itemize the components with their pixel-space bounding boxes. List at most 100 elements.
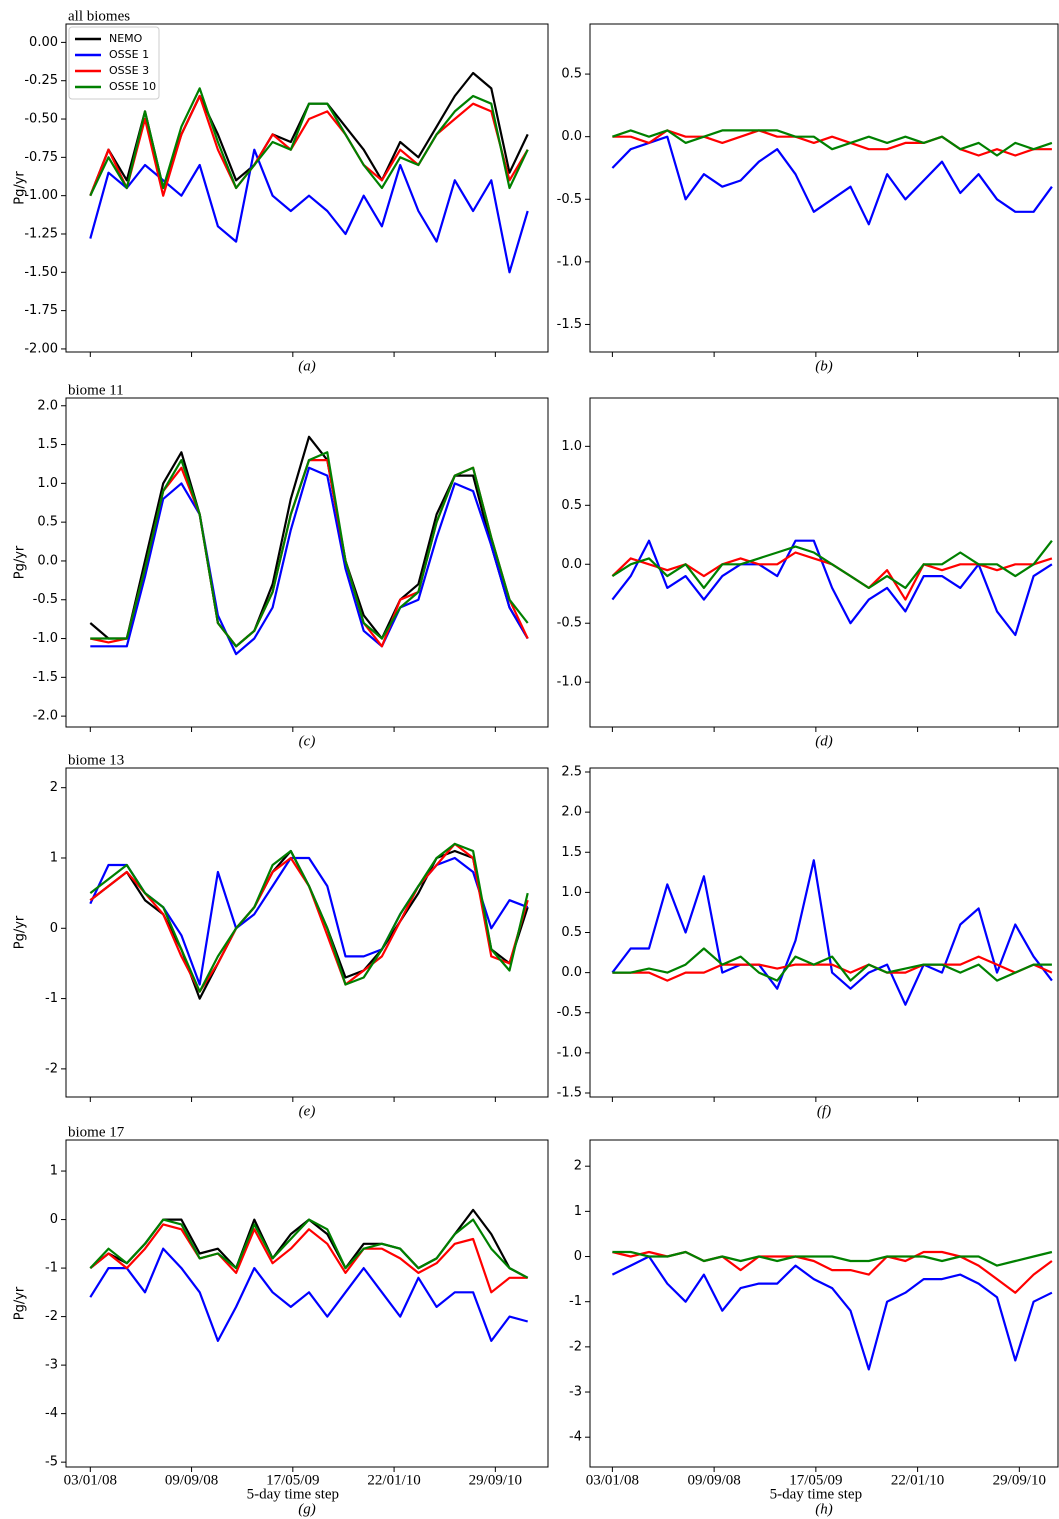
- plot-area: [611, 1250, 1053, 1371]
- y-tick-label: -1: [45, 991, 58, 1006]
- y-tick-label: -0.5: [557, 192, 582, 207]
- x-axis-label: 5-day time step: [770, 1486, 862, 1502]
- y-tick-label: -0.25: [24, 73, 58, 88]
- y-tick-label: -2.0: [33, 709, 58, 724]
- y-tick-label: -1: [45, 1261, 58, 1276]
- y-tick-label: 1.5: [561, 845, 582, 860]
- y-tick-label: -1.00: [24, 188, 58, 203]
- series-line: [611, 135, 1053, 226]
- legend-label: OSSE 1: [109, 48, 149, 61]
- y-tick-label: 2.5: [561, 765, 582, 780]
- panel-caption: (h): [815, 1501, 833, 1517]
- y-axis-label: Pg/yr: [13, 545, 28, 579]
- y-tick-label: 0.0: [561, 557, 582, 572]
- panel-title: biome 13: [68, 752, 124, 768]
- y-tick-label: -3: [45, 1358, 58, 1373]
- panel-caption: (e): [299, 1103, 316, 1119]
- y-tick-label: 0: [50, 1212, 58, 1227]
- x-tick-label: 22/01/10: [367, 1472, 420, 1488]
- y-tick-label: 1.0: [561, 885, 582, 900]
- y-tick-label: 1.0: [561, 439, 582, 454]
- y-tick-label: -0.5: [33, 592, 58, 607]
- axes-frame: [589, 1139, 1059, 1468]
- series-line: [612, 129, 1052, 157]
- axes-frame: [589, 23, 1059, 353]
- panel-caption: (d): [815, 733, 833, 749]
- y-axis-label: Pg/yr: [13, 915, 28, 949]
- y-tick-label: 0.5: [561, 925, 582, 940]
- y-tick-label: 0.5: [561, 67, 582, 82]
- series-line: [89, 87, 529, 197]
- legend-label: OSSE 10: [109, 80, 156, 93]
- series-line: [611, 1255, 1053, 1371]
- series-line: [612, 955, 1053, 982]
- y-tick-label: 1.5: [37, 437, 58, 452]
- y-tick-label: 2: [574, 1159, 582, 1174]
- panel-title: biome 11: [68, 382, 124, 398]
- y-tick-label: -1.25: [24, 226, 58, 241]
- y-tick-label: -1.5: [33, 670, 58, 685]
- series-line: [612, 129, 1053, 157]
- panel-caption: (f): [817, 1103, 831, 1119]
- x-tick-label: 29/09/10: [469, 1472, 522, 1488]
- y-tick-label: -2: [569, 1339, 582, 1354]
- series-line: [611, 859, 1053, 1006]
- y-tick-label: 0: [50, 921, 58, 936]
- x-tick-label: 17/05/09: [789, 1472, 842, 1488]
- plot-area: [89, 1208, 529, 1342]
- series-line: [611, 540, 1053, 589]
- x-tick-label: 29/09/10: [993, 1472, 1046, 1488]
- y-tick-label: 0.5: [37, 515, 58, 530]
- y-tick-label: -2.00: [24, 341, 58, 356]
- y-tick-label: 0: [574, 1249, 582, 1264]
- y-tick-label: 2: [50, 780, 58, 795]
- y-tick-label: -0.5: [557, 1005, 582, 1020]
- panel-title: all biomes: [68, 8, 130, 24]
- axes-frame: [65, 1139, 549, 1468]
- series-line: [90, 466, 529, 656]
- x-axis-label: 5-day time step: [247, 1486, 339, 1502]
- series-line: [90, 451, 529, 648]
- x-tick-label: 03/01/08: [586, 1472, 639, 1488]
- panel-caption: (g): [298, 1501, 316, 1517]
- y-tick-label: -4: [569, 1430, 582, 1445]
- y-tick-label: -0.75: [24, 150, 58, 165]
- x-tick-label: 22/01/10: [891, 1472, 944, 1488]
- x-tick-label: 09/09/08: [165, 1472, 218, 1488]
- series-line: [89, 1223, 528, 1294]
- series-line: [612, 947, 1052, 982]
- y-tick-label: -1.75: [24, 303, 58, 318]
- legend-label: OSSE 3: [109, 64, 149, 77]
- series-line: [612, 1250, 1053, 1294]
- axes-frame: [589, 397, 1059, 728]
- y-tick-label: 1: [574, 1204, 582, 1219]
- y-tick-label: -1.5: [557, 1085, 582, 1100]
- axes-frame: [65, 23, 549, 353]
- axes-frame: [65, 767, 549, 1098]
- series-line: [89, 1218, 529, 1279]
- axes-frame: [65, 397, 549, 728]
- y-tick-label: -1.0: [557, 254, 582, 269]
- panel-caption: (a): [298, 358, 316, 374]
- panel-title: biome 17: [68, 1124, 125, 1140]
- plot-area: [611, 539, 1053, 637]
- plot-area: [89, 842, 529, 1000]
- plot-area: [611, 129, 1053, 226]
- series-line: [90, 459, 529, 648]
- plot-area: [89, 71, 529, 274]
- y-tick-label: -5: [45, 1455, 58, 1470]
- series-line: [89, 148, 529, 274]
- y-tick-label: -2: [45, 1309, 58, 1324]
- series-line: [89, 1247, 528, 1342]
- series-line: [611, 551, 1053, 601]
- axes-frame: [589, 767, 1059, 1098]
- series-line: [611, 539, 1053, 637]
- y-tick-label: 0.5: [561, 498, 582, 513]
- series-line: [89, 842, 529, 993]
- series-line: [89, 842, 529, 993]
- y-tick-label: 0.0: [561, 129, 582, 144]
- plot-area: [89, 435, 529, 656]
- legend-label: NEMO: [109, 32, 143, 45]
- series-line: [89, 94, 529, 197]
- panel-caption: (c): [299, 733, 316, 749]
